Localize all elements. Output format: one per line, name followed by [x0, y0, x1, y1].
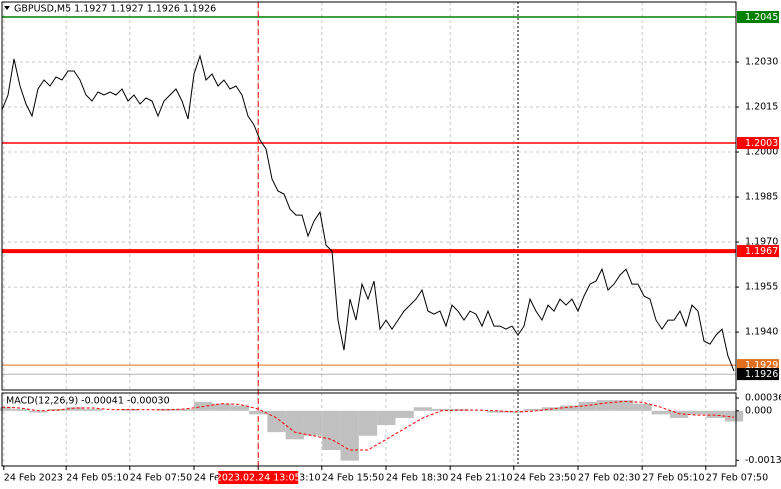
marker-label: 2023.02.24 13:05	[216, 473, 301, 484]
y-tick-label: 0.00036	[745, 392, 781, 403]
level-label: 1.2045	[745, 12, 778, 23]
y-tick-label: 1.1955	[745, 282, 778, 293]
marker-label-box	[218, 471, 299, 484]
histogram-bar	[29, 410, 48, 413]
histogram-bar	[175, 409, 195, 411]
histogram-bar	[669, 410, 689, 418]
x-tick-label: 27 Feb 02:30	[578, 473, 640, 484]
chart-title: GBPUSD,M5 1.1927 1.1927 1.1926 1.1926	[14, 4, 216, 15]
histogram-bar	[212, 403, 231, 411]
y-tick-label: 1.2015	[745, 102, 778, 113]
level-label: 1.1926	[745, 369, 778, 380]
histogram-bar	[377, 410, 396, 426]
histogram-bar	[249, 410, 268, 415]
level-label-box	[737, 137, 779, 150]
histogram-bar	[0, 407, 12, 411]
histogram-bar	[688, 410, 707, 415]
histogram-bar	[432, 409, 451, 411]
y-tick-label: 1.2030	[745, 57, 778, 68]
x-tick-label: 27 Feb 07:50	[706, 473, 768, 484]
histogram-bar	[11, 409, 30, 411]
histogram-bar	[340, 410, 359, 461]
level-label: 1.1967	[745, 246, 778, 257]
histogram-bar	[633, 403, 652, 411]
histogram-bar	[651, 410, 670, 415]
signal-line	[1, 400, 735, 451]
histogram-bar	[395, 410, 414, 418]
level-label: 1.2003	[745, 138, 778, 149]
indicator-title: MACD(12,26,9) -0.00041 -0.00030	[6, 396, 170, 407]
level-label-box	[737, 359, 779, 372]
histogram-bar	[322, 410, 341, 450]
histogram-bar	[84, 409, 103, 411]
histogram-bar	[505, 410, 524, 413]
y-tick-label: 1.1970	[745, 237, 778, 248]
y-tick-label: 1.1985	[745, 192, 778, 203]
main-pane	[1, 1, 737, 391]
histogram-bar	[120, 409, 140, 411]
frame	[1, 1, 737, 467]
x-tick-label: 24 Feb 05:10	[66, 473, 128, 484]
macd-pane	[1, 392, 737, 467]
histogram-bar	[724, 410, 744, 422]
histogram-bar	[523, 409, 542, 411]
histogram-bar	[303, 410, 323, 436]
histogram-bar	[486, 410, 506, 413]
histogram-bar	[267, 410, 286, 433]
histogram-bar	[66, 407, 85, 411]
level-label: 1.1929	[745, 360, 778, 371]
y-tick-label: 1.1940	[745, 327, 778, 338]
level-label-box	[737, 11, 779, 24]
histogram-bar	[358, 410, 378, 436]
histogram-bar	[560, 405, 579, 411]
x-tick-label: 24 Feb 15:50	[322, 473, 384, 484]
y-tick-label: -0.00139	[745, 455, 781, 466]
x-tick-label: 24 Feb 21:10	[450, 473, 512, 484]
histogram-bar	[413, 407, 433, 411]
histogram-bar	[706, 410, 725, 418]
x-tick-label: 24 Feb 18:30	[386, 473, 448, 484]
x-tick-label: 24 Feb 2023	[4, 473, 63, 484]
level-label-box	[737, 245, 779, 258]
menu-arrow	[4, 6, 10, 10]
histogram-bar	[578, 401, 597, 411]
histogram-bar	[230, 405, 250, 411]
histogram-bar	[596, 400, 616, 411]
histogram-bar	[615, 400, 634, 411]
y-tick-label: 1.2000	[745, 147, 778, 158]
x-tick-label: 24 Feb 07:50	[130, 473, 192, 484]
histogram-bar	[450, 409, 469, 411]
y-tick-label: 0.000	[745, 405, 772, 416]
x-tick-label: 27 Feb 05:10	[642, 473, 704, 484]
level-label-box	[737, 368, 779, 381]
price-line	[1, 54, 735, 372]
histogram-bar	[285, 410, 304, 440]
x-tick-label: 24 Feb 23:50	[514, 473, 576, 484]
